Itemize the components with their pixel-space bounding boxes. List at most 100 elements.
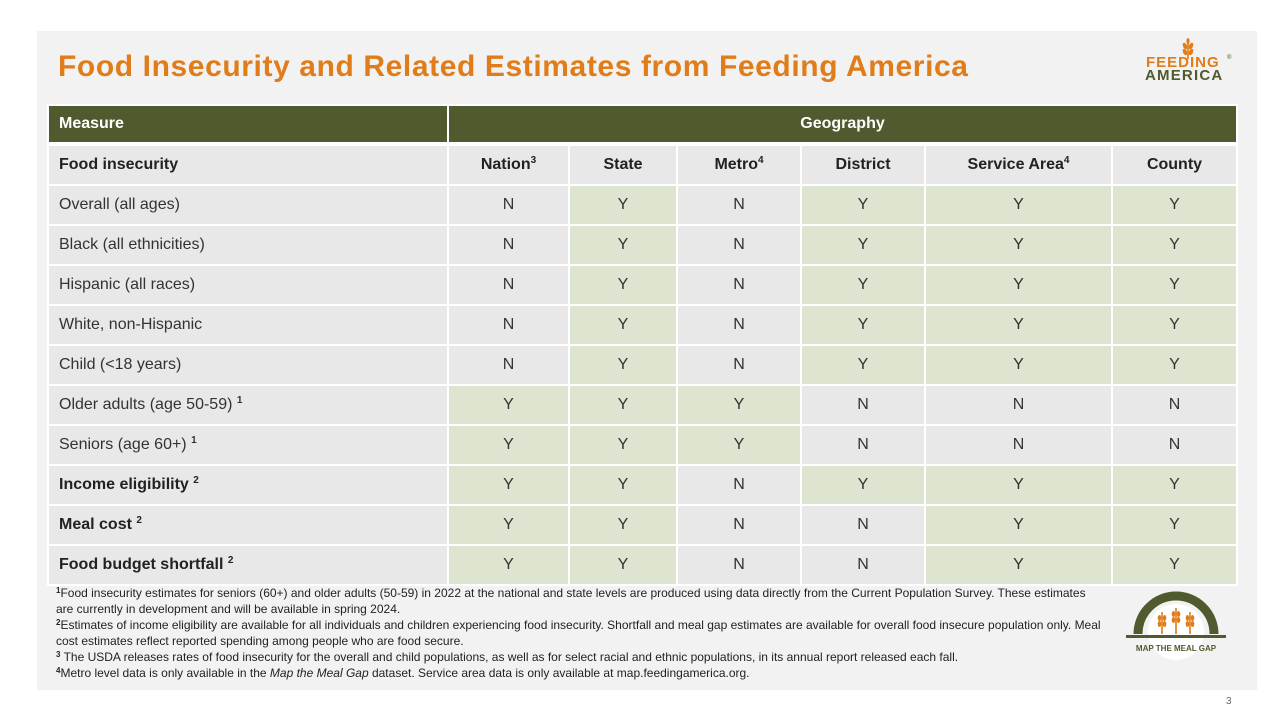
row-label: Child (<18 years) [47,344,449,386]
table-cell: Y [568,544,678,586]
sub-label: Food insecurity [47,143,449,186]
table-cell: Y [447,384,570,426]
logo-line-2: AMERICA [1145,67,1224,84]
row-label: Overall (all ages) [47,184,449,226]
table-cell: N [676,544,802,586]
table-cell: Y [924,184,1113,226]
table-cell: N [447,264,570,306]
table-cell: N [924,424,1113,466]
table-cell: Y [1110,184,1239,226]
table-cell: Y [924,304,1113,346]
footnotes: 1Food insecurity estimates for seniors (… [56,585,1106,681]
table-cell: Y [1110,264,1239,306]
table-cell: N [447,224,570,266]
table-cell: N [676,464,802,506]
table-cell: Y [1110,224,1239,266]
logo-trademark: ® [1227,55,1232,61]
table-cell: Y [924,544,1113,586]
row-label: White, non-Hispanic [47,304,449,346]
table-cell: Y [1110,544,1239,586]
table-body: Overall (all ages) N Y N Y Y Y Black (all ethn… [47,184,1239,586]
logo-line-1: FEEDING [1146,54,1220,71]
feeding-america-logo: FEEDING ® AMERICA [1140,38,1235,84]
table-cell: Y [1110,504,1239,546]
column-header: Nation3 [447,143,570,186]
table-cell: Y [800,464,926,506]
table-cell: Y [447,464,570,506]
table-cell: Y [568,424,678,466]
row-label: Seniors (age 60+) 1 [47,424,449,466]
table-cell: Y [924,224,1113,266]
table-cell: Y [676,384,802,426]
table-cell: Y [568,504,678,546]
table-cell: N [676,184,802,226]
row-label: Meal cost 2 [47,504,449,546]
table-cell: Y [447,504,570,546]
row-label: Hispanic (all races) [47,264,449,306]
wheat-icon [1182,38,1194,59]
row-label: Income eligibility 2 [47,464,449,506]
table-cell: Y [800,184,926,226]
table-cell: Y [447,424,570,466]
table-cell: N [1110,384,1239,426]
row-label: Older adults (age 50-59) 1 [47,384,449,426]
table-cell: N [676,304,802,346]
estimates-table: Measure Geography Food insecurity Nation… [47,104,1239,586]
table-cell: Y [1110,464,1239,506]
table-cell: Y [568,224,678,266]
table-cell: Y [676,424,802,466]
table-cell: Y [568,344,678,386]
column-header-row: Food insecurity Nation3 State Metro4 Dis… [47,143,1239,186]
table-cell: N [800,424,926,466]
page-number: 3 [1226,696,1232,707]
table-cell: Y [800,344,926,386]
table-cell: Y [800,264,926,306]
map-the-meal-gap-logo: MAP THE MEAL GAP [1126,591,1226,660]
header-geography: Geography [446,104,1239,146]
table-cell: Y [924,464,1113,506]
column-header: Service Area4 [924,143,1113,186]
table-cell: Y [447,544,570,586]
table-cell: N [924,384,1113,426]
column-header: State [568,143,678,186]
table-cell: N [676,224,802,266]
table-cell: N [447,304,570,346]
table-cell: Y [924,264,1113,306]
table-cell: N [676,504,802,546]
table-cell: N [800,384,926,426]
footnote: 1Food insecurity estimates for seniors (… [56,586,1086,616]
row-label: Food budget shortfall 2 [47,544,449,586]
footnote: 4Metro level data is only available in t… [56,666,750,680]
row-label: Black (all ethnicities) [47,224,449,266]
table-cell: N [676,344,802,386]
column-header: County [1110,143,1239,186]
table-cell: N [676,264,802,306]
header-measure: Measure [47,104,449,146]
column-header: District [800,143,926,186]
table-cell: N [800,544,926,586]
table-header-row: Measure Geography [47,104,1239,146]
page-title: Food Insecurity and Related Estimates fr… [58,50,969,83]
table-cell: Y [1110,304,1239,346]
column-header: Metro4 [676,143,802,186]
table-cell: Y [924,504,1113,546]
table-cell: Y [800,224,926,266]
table-cell: Y [568,384,678,426]
footnote: 2Estimates of income eligibility are ava… [56,618,1101,648]
mmg-logo-text: MAP THE MEAL GAP [1136,644,1217,653]
table-cell: Y [924,344,1113,386]
table-cell: Y [800,304,926,346]
table-cell: N [447,184,570,226]
footnote: 3 The USDA releases rates of food insecu… [56,650,959,664]
table-cell: Y [568,264,678,306]
